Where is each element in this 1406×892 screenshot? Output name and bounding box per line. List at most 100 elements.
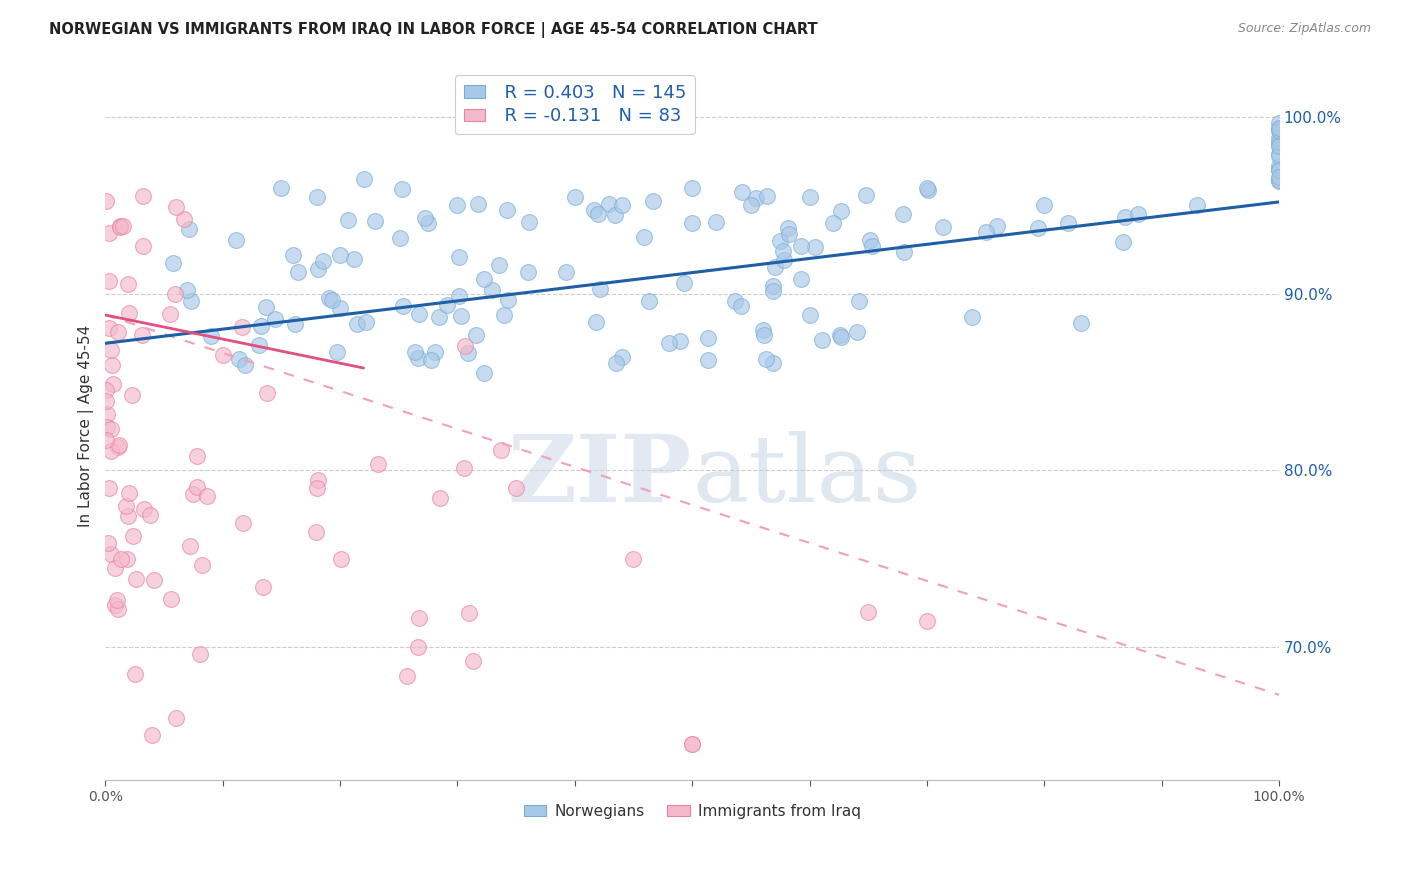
Point	[429, 491, 451, 505]
Point	[669, 334, 692, 348]
Point	[287, 265, 309, 279]
Point	[859, 233, 882, 247]
Point	[115, 499, 138, 513]
Point	[391, 182, 413, 196]
Point	[354, 315, 377, 329]
Point	[97, 227, 120, 241]
Point	[763, 260, 786, 275]
Point	[697, 353, 720, 368]
Point	[585, 315, 607, 329]
Point	[395, 669, 418, 683]
Point	[697, 331, 720, 345]
Point	[138, 508, 160, 522]
Point	[94, 393, 117, 408]
Point	[498, 293, 520, 308]
Point	[254, 301, 277, 315]
Point	[1268, 138, 1291, 153]
Point	[773, 253, 796, 268]
Point	[436, 298, 458, 312]
Point	[165, 711, 187, 725]
Point	[769, 235, 792, 249]
Point	[231, 320, 253, 334]
Point	[173, 211, 195, 226]
Point	[731, 185, 754, 199]
Point	[986, 219, 1008, 233]
Point	[1268, 174, 1291, 188]
Point	[790, 238, 813, 252]
Point	[848, 294, 870, 309]
Point	[337, 212, 360, 227]
Point	[179, 222, 201, 236]
Point	[364, 214, 387, 228]
Point	[1268, 163, 1291, 178]
Point	[263, 311, 285, 326]
Point	[915, 181, 938, 195]
Point	[131, 327, 153, 342]
Point	[1268, 120, 1291, 135]
Point	[1268, 135, 1291, 149]
Point	[588, 207, 610, 221]
Point	[610, 198, 633, 212]
Point	[447, 250, 470, 264]
Point	[232, 516, 254, 531]
Point	[162, 255, 184, 269]
Point	[188, 647, 211, 661]
Point	[186, 449, 208, 463]
Point	[811, 334, 834, 348]
Point	[799, 189, 821, 203]
Point	[110, 552, 132, 566]
Point	[107, 326, 129, 340]
Point	[1126, 207, 1149, 221]
Point	[367, 457, 389, 471]
Point	[353, 172, 375, 186]
Point	[97, 536, 120, 550]
Point	[755, 352, 778, 367]
Point	[256, 385, 278, 400]
Point	[893, 245, 915, 260]
Point	[555, 265, 578, 279]
Point	[598, 197, 620, 211]
Point	[404, 344, 426, 359]
Point	[97, 321, 120, 335]
Point	[481, 283, 503, 297]
Point	[101, 358, 124, 372]
Point	[132, 502, 155, 516]
Point	[329, 301, 352, 315]
Point	[1033, 198, 1056, 212]
Point	[100, 343, 122, 357]
Point	[225, 233, 247, 247]
Point	[406, 351, 429, 366]
Point	[633, 230, 655, 244]
Point	[458, 606, 481, 620]
Point	[105, 593, 128, 607]
Point	[117, 277, 139, 291]
Point	[893, 207, 915, 221]
Point	[96, 419, 118, 434]
Point	[98, 274, 121, 288]
Point	[489, 443, 512, 458]
Point	[392, 299, 415, 313]
Point	[681, 737, 703, 751]
Point	[125, 572, 148, 586]
Point	[343, 252, 366, 266]
Point	[446, 198, 468, 212]
Point	[772, 244, 794, 258]
Point	[159, 307, 181, 321]
Point	[107, 440, 129, 454]
Point	[423, 344, 446, 359]
Point	[181, 487, 204, 501]
Point	[1056, 216, 1078, 230]
Point	[582, 202, 605, 217]
Point	[132, 188, 155, 202]
Point	[740, 198, 762, 212]
Point	[974, 225, 997, 239]
Point	[318, 291, 340, 305]
Point	[406, 640, 429, 654]
Point	[118, 306, 141, 320]
Point	[96, 407, 118, 421]
Point	[98, 481, 121, 495]
Point	[200, 329, 222, 343]
Point	[762, 356, 785, 370]
Point	[762, 279, 785, 293]
Point	[1268, 159, 1291, 173]
